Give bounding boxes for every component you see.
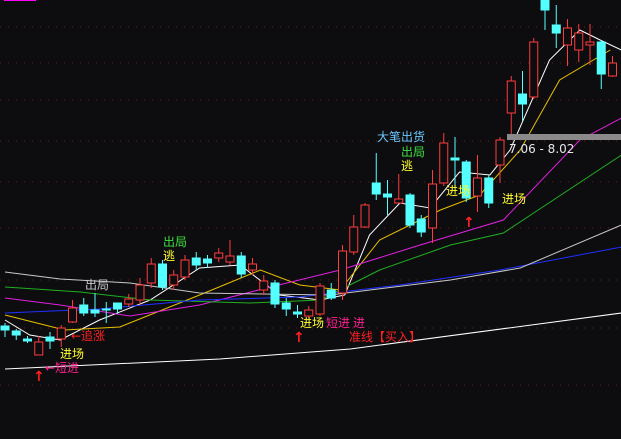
- candle-down: [45, 336, 55, 342]
- candle-up: [56, 327, 66, 340]
- candle-up: [259, 280, 269, 291]
- candle-up: [506, 80, 516, 114]
- exit-label: 出局: [85, 278, 110, 292]
- candle-up: [169, 274, 179, 286]
- candle-up: [608, 62, 617, 77]
- candle-down: [293, 311, 302, 315]
- candle-up: [214, 252, 224, 259]
- moving-average-line: [4, 246, 621, 314]
- buy-prefix-label: 进: [353, 316, 366, 330]
- candle-up: [180, 259, 190, 278]
- candle-down: [203, 258, 212, 264]
- candle-up: [473, 177, 482, 197]
- big-sell-label: 大笔出货: [377, 130, 426, 144]
- candle-up: [146, 263, 156, 284]
- candle-up: [34, 341, 44, 356]
- escape-label: 逃: [401, 159, 414, 173]
- candle-up: [68, 307, 77, 323]
- enter-label: 进场: [60, 347, 85, 361]
- candle-down: [518, 93, 527, 105]
- short-entry-label: ←短进: [45, 361, 80, 375]
- candle-down: [0, 325, 10, 331]
- candle-up: [349, 226, 359, 253]
- moving-average-line: [4, 312, 621, 370]
- candle-down: [236, 255, 246, 275]
- candle-up: [495, 139, 505, 166]
- candle-up: [394, 198, 404, 204]
- candle-down: [405, 194, 415, 226]
- chase-label: ←追涨: [71, 329, 106, 343]
- candle-down: [90, 309, 100, 314]
- candle-down: [79, 304, 89, 314]
- candle-down: [11, 330, 21, 336]
- candle-up: [225, 255, 235, 263]
- candle-down: [158, 263, 167, 288]
- candle-up: [428, 183, 437, 229]
- price-range-bar: [507, 134, 621, 140]
- buy-arrow-icon: ↑: [293, 330, 305, 346]
- candle-up: [338, 250, 347, 294]
- candle-up: [124, 298, 134, 305]
- candle-down: [450, 157, 460, 161]
- buy-arrow-icon: ↑: [463, 215, 475, 231]
- candle-down: [281, 302, 291, 310]
- enter-label: 进场: [300, 316, 325, 330]
- candle-down: [551, 24, 561, 34]
- candle-up: [135, 284, 145, 301]
- candle-down: [596, 41, 606, 75]
- moving-average-line: [4, 224, 621, 296]
- candle-up: [563, 27, 572, 46]
- candle-up: [529, 41, 539, 98]
- candle-down: [191, 257, 201, 266]
- candle-down: [383, 193, 392, 198]
- candle-down: [270, 282, 280, 305]
- buy-arrow-icon: ↑: [33, 369, 45, 385]
- candle-up: [360, 204, 370, 228]
- enter-label: 进场: [502, 192, 527, 206]
- candle-down: [101, 308, 111, 311]
- candle-down: [461, 161, 471, 199]
- escape-label: 逃: [163, 249, 176, 263]
- exit-label: 出局: [163, 235, 188, 249]
- candle-up: [439, 142, 449, 184]
- candle-down: [484, 177, 494, 204]
- price-range-label: 7.06 - 8.02: [509, 142, 575, 156]
- candle-up: [315, 285, 325, 315]
- candle-down: [416, 218, 426, 233]
- indicator-title-clipped: [4, 0, 36, 1]
- candle-up: [304, 309, 314, 317]
- buy-line-label: 准线【买入】: [349, 330, 422, 344]
- candle-up: [248, 263, 257, 271]
- enter-label: 进场: [446, 184, 471, 198]
- candle-down: [23, 338, 32, 342]
- candle-up: [574, 32, 584, 51]
- short-entry-label: 短进: [326, 316, 351, 330]
- exit-label: 出局: [401, 145, 426, 159]
- candle-down: [540, 0, 550, 11]
- candle-up: [585, 41, 595, 46]
- candle-down: [113, 302, 122, 310]
- candle-down: [326, 289, 336, 299]
- candle-down: [371, 182, 381, 195]
